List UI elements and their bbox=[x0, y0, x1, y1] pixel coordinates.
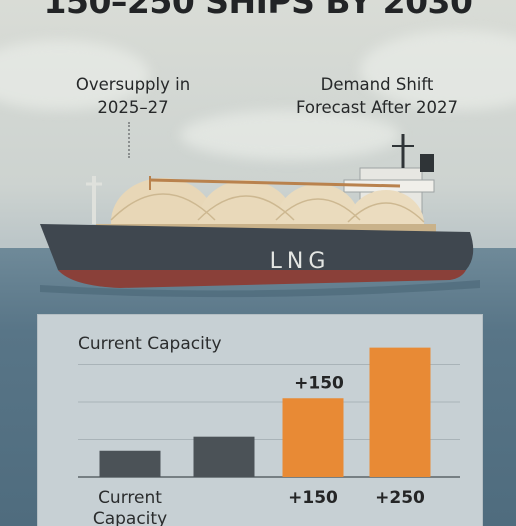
sky-cloud bbox=[180, 110, 400, 160]
annotation-leader-line bbox=[128, 122, 130, 158]
lng-ship-illustration: LNG bbox=[0, 120, 516, 300]
bar-0 bbox=[99, 450, 161, 477]
x-tick-label-2: +150 bbox=[288, 488, 338, 508]
x-tick-label-0: Current Capacity bbox=[93, 488, 167, 526]
annotation-oversupply: Oversupply in 2025–27 bbox=[75, 75, 191, 117]
x-tick-label-3: +250 bbox=[375, 488, 425, 508]
bar-1 bbox=[193, 436, 255, 477]
sky-cloud bbox=[0, 40, 150, 110]
chart-panel: Current Capacity Current Capacity +150 +150… bbox=[37, 314, 483, 526]
data-label-2: +150 bbox=[294, 373, 344, 393]
bar-3 bbox=[369, 347, 431, 477]
ship-wake bbox=[40, 280, 480, 298]
bar-chart: Current Capacity +150 +150 +250 bbox=[78, 347, 460, 526]
ship-svg: LNG bbox=[40, 134, 480, 298]
ship-hull-label: LNG bbox=[270, 249, 331, 274]
annotation-demand-shift: Demand Shift Forecast After 2027 bbox=[296, 75, 458, 117]
ship-hull-waterline bbox=[58, 270, 466, 288]
ship-hull bbox=[40, 224, 474, 282]
headline: 150–250 SHIPS BY 2030 bbox=[43, 0, 473, 21]
bar-2 bbox=[282, 398, 344, 477]
sky-cloud bbox=[360, 30, 516, 110]
chart-title: Current Capacity bbox=[78, 334, 222, 354]
ship-catwalk bbox=[149, 178, 401, 188]
